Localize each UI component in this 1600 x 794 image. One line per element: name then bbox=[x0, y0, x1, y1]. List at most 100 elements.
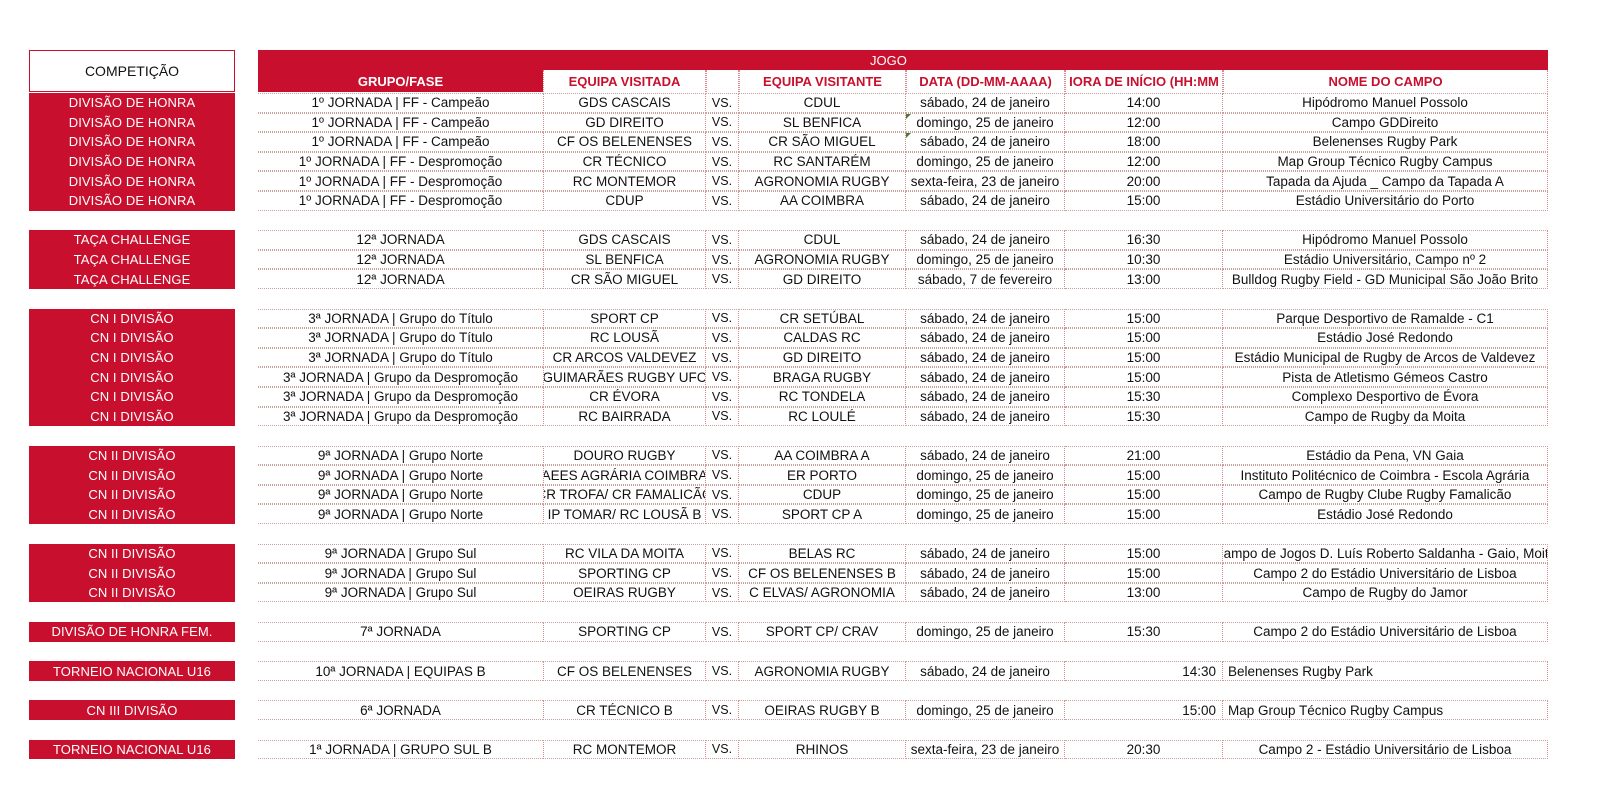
cell-away-team[interactable]: OEIRAS RUGBY B bbox=[739, 700, 906, 720]
cell-venue[interactable]: Map Group Técnico Rugby Campus bbox=[1223, 151, 1548, 172]
fixture-row[interactable]: CN II DIVISÃO 9ª JORNADA | Grupo Norte IP … bbox=[0, 504, 1600, 525]
cell-kickoff-time[interactable]: 20:00 bbox=[1065, 171, 1223, 191]
cell-date[interactable]: sábado, 24 de janeiro bbox=[906, 190, 1065, 211]
col-header-vs[interactable] bbox=[706, 70, 739, 92]
cell-date[interactable]: sexta-feira, 23 de janeiro bbox=[906, 739, 1065, 760]
cell-home-team[interactable]: CR TÉCNICO bbox=[543, 151, 706, 172]
cell-away-team[interactable]: CR SETÚBAL bbox=[739, 308, 906, 329]
cell-home-team[interactable]: CF OS BELENENSES bbox=[543, 132, 706, 152]
cell-kickoff-time[interactable]: 15:30 bbox=[1065, 386, 1223, 407]
cell-away-team[interactable]: CDUL bbox=[739, 230, 906, 250]
competition-badge[interactable]: TAÇA CHALLENGE bbox=[29, 249, 235, 270]
cell-date[interactable]: domingo, 25 de janeiro bbox=[906, 112, 1065, 133]
fixture-row[interactable]: TORNEIO NACIONAL U16 1ª JORNADA | GRUPO S… bbox=[0, 739, 1600, 760]
cell-date[interactable]: sábado, 24 de janeiro bbox=[906, 230, 1065, 250]
cell-kickoff-time[interactable]: 15:00 bbox=[1065, 484, 1223, 505]
cell-group-phase[interactable]: 1º JORNADA | FF - Campeão bbox=[258, 93, 543, 113]
cell-venue[interactable]: Parque Desportivo de Ramalde - C1 bbox=[1223, 308, 1548, 329]
cell-kickoff-time[interactable]: 15:00 bbox=[1065, 504, 1223, 525]
cell-home-team[interactable]: OEIRAS RUGBY bbox=[543, 582, 706, 603]
cell-group-phase[interactable]: 9ª JORNADA | Grupo Sul bbox=[258, 563, 543, 583]
cell-group-phase[interactable]: 12ª JORNADA bbox=[258, 230, 543, 250]
fixture-row[interactable]: TAÇA CHALLENGE 12ª JORNADA CR SÃO MIGUEL VS… bbox=[0, 269, 1600, 289]
cell-venue[interactable]: Campo de Jogos D. Luís Roberto Saldanha … bbox=[1223, 543, 1548, 564]
cell-date[interactable]: sábado, 24 de janeiro bbox=[906, 308, 1065, 329]
cell-home-team[interactable]: CR TROFA/ CR FAMALICÃO bbox=[543, 484, 706, 505]
cell-group-phase[interactable]: 10ª JORNADA | EQUIPAS B bbox=[258, 661, 543, 681]
competition-badge[interactable]: CN II DIVISÃO bbox=[29, 582, 235, 603]
cell-group-phase[interactable]: 1º JORNADA | FF - Despromoção bbox=[258, 190, 543, 211]
competition-badge[interactable]: DIVISÃO DE HONRA bbox=[29, 151, 235, 172]
fixture-row[interactable]: CN II DIVISÃO 9ª JORNADA | Grupo Norte AEE… bbox=[0, 465, 1600, 485]
competition-badge[interactable]: DIVISÃO DE HONRA bbox=[29, 171, 235, 191]
fixture-row[interactable]: CN II DIVISÃO 9ª JORNADA | Grupo Sul OEIRA… bbox=[0, 582, 1600, 603]
competition-badge[interactable]: TAÇA CHALLENGE bbox=[29, 230, 235, 250]
cell-away-team[interactable]: CDUL bbox=[739, 93, 906, 113]
competition-badge[interactable]: TAÇA CHALLENGE bbox=[29, 269, 235, 289]
cell-away-team[interactable]: GD DIREITO bbox=[739, 347, 906, 368]
competition-badge[interactable]: CN I DIVISÃO bbox=[29, 347, 235, 368]
cell-kickoff-time[interactable]: 13:00 bbox=[1065, 582, 1223, 603]
cell-group-phase[interactable]: 1º JORNADA | FF - Campeão bbox=[258, 112, 543, 133]
cell-date[interactable]: domingo, 25 de janeiro bbox=[906, 484, 1065, 505]
cell-venue[interactable]: Estádio Universitário do Porto bbox=[1223, 190, 1548, 211]
cell-group-phase[interactable]: 9ª JORNADA | Grupo Sul bbox=[258, 582, 543, 603]
cell-home-team[interactable]: RC MONTEMOR bbox=[543, 739, 706, 760]
cell-away-team[interactable]: CDUP bbox=[739, 484, 906, 505]
cell-date[interactable]: sábado, 24 de janeiro bbox=[906, 347, 1065, 368]
cell-date[interactable]: sexta-feira, 23 de janeiro bbox=[906, 171, 1065, 191]
cell-group-phase[interactable]: 12ª JORNADA bbox=[258, 269, 543, 289]
competition-badge[interactable]: CN I DIVISÃO bbox=[29, 367, 235, 387]
cell-home-team[interactable]: CR SÃO MIGUEL bbox=[543, 269, 706, 289]
cell-away-team[interactable]: RC TONDELA bbox=[739, 386, 906, 407]
cell-away-team[interactable]: GD DIREITO bbox=[739, 269, 906, 289]
fixture-row[interactable]: CN I DIVISÃO 3ª JORNADA | Grupo do Título… bbox=[0, 308, 1600, 329]
cell-group-phase[interactable]: 7ª JORNADA bbox=[258, 622, 543, 642]
cell-date[interactable]: domingo, 25 de janeiro bbox=[906, 151, 1065, 172]
fixture-row[interactable]: CN I DIVISÃO 3ª JORNADA | Grupo do Título… bbox=[0, 328, 1600, 348]
cell-group-phase[interactable]: 1º JORNADA | FF - Despromoção bbox=[258, 151, 543, 172]
competition-badge[interactable]: CN II DIVISÃO bbox=[29, 445, 235, 466]
cell-kickoff-time[interactable]: 14:00 bbox=[1065, 93, 1223, 113]
col-header-date[interactable]: DATA (DD-MM-AAAA) bbox=[906, 70, 1065, 92]
cell-date[interactable]: sábado, 24 de janeiro bbox=[906, 328, 1065, 348]
cell-home-team[interactable]: RC MONTEMOR bbox=[543, 171, 706, 191]
cell-kickoff-time[interactable]: 15:00 bbox=[1065, 543, 1223, 564]
cell-away-team[interactable]: SPORT CP/ CRAV bbox=[739, 622, 906, 642]
cell-home-team[interactable]: SPORT CP bbox=[543, 308, 706, 329]
competition-badge[interactable]: CN I DIVISÃO bbox=[29, 328, 235, 348]
fixture-row[interactable]: DIVISÃO DE HONRA 1º JORNADA | FF - Despro… bbox=[0, 171, 1600, 191]
competition-badge[interactable]: CN I DIVISÃO bbox=[29, 308, 235, 329]
competition-badge[interactable]: DIVISÃO DE HONRA FEM. bbox=[29, 622, 235, 642]
fixture-row[interactable]: DIVISÃO DE HONRA 1º JORNADA | FF - Campeã… bbox=[0, 112, 1600, 133]
cell-group-phase[interactable]: 3ª JORNADA | Grupo da Despromoção bbox=[258, 406, 543, 427]
cell-group-phase[interactable]: 9ª JORNADA | Grupo Norte bbox=[258, 504, 543, 525]
cell-venue[interactable]: Hipódromo Manuel Possolo bbox=[1223, 230, 1548, 250]
cell-kickoff-time[interactable]: 12:00 bbox=[1065, 112, 1223, 133]
competition-badge[interactable]: DIVISÃO DE HONRA bbox=[29, 112, 235, 133]
competition-badge[interactable]: CN II DIVISÃO bbox=[29, 465, 235, 485]
cell-group-phase[interactable]: 3ª JORNADA | Grupo do Título bbox=[258, 328, 543, 348]
cell-date[interactable]: sábado, 24 de janeiro bbox=[906, 563, 1065, 583]
cell-home-team[interactable]: GD DIREITO bbox=[543, 112, 706, 133]
cell-venue[interactable]: Campo de Rugby Clube Rugby Famalicão bbox=[1223, 484, 1548, 505]
competition-badge[interactable]: CN II DIVISÃO bbox=[29, 543, 235, 564]
cell-group-phase[interactable]: 9ª JORNADA | Grupo Sul bbox=[258, 543, 543, 564]
competition-badge[interactable]: CN II DIVISÃO bbox=[29, 563, 235, 583]
cell-venue[interactable]: Estádio José Redondo bbox=[1223, 328, 1548, 348]
cell-venue[interactable]: Campo GDDireito bbox=[1223, 112, 1548, 133]
cell-kickoff-time[interactable]: 20:30 bbox=[1065, 739, 1223, 760]
cell-away-team[interactable]: RHINOS bbox=[739, 739, 906, 760]
col-header-home-team[interactable]: EQUIPA VISITADA bbox=[543, 70, 706, 92]
cell-kickoff-time[interactable]: 15:00 bbox=[1065, 700, 1223, 720]
cell-group-phase[interactable]: 1ª JORNADA | GRUPO SUL B bbox=[258, 739, 543, 760]
cell-kickoff-time[interactable]: 15:00 bbox=[1065, 367, 1223, 387]
competition-badge[interactable]: CN I DIVISÃO bbox=[29, 406, 235, 427]
cell-kickoff-time[interactable]: 21:00 bbox=[1065, 445, 1223, 466]
cell-group-phase[interactable]: 3ª JORNADA | Grupo do Título bbox=[258, 308, 543, 329]
cell-venue[interactable]: Instituto Politécnico de Coimbra - Escol… bbox=[1223, 465, 1548, 485]
cell-away-team[interactable]: AA COIMBRA bbox=[739, 190, 906, 211]
cell-home-team[interactable]: CF OS BELENENSES bbox=[543, 661, 706, 681]
cell-home-team[interactable]: GDS CASCAIS bbox=[543, 93, 706, 113]
cell-date[interactable]: sábado, 7 de fevereiro bbox=[906, 269, 1065, 289]
